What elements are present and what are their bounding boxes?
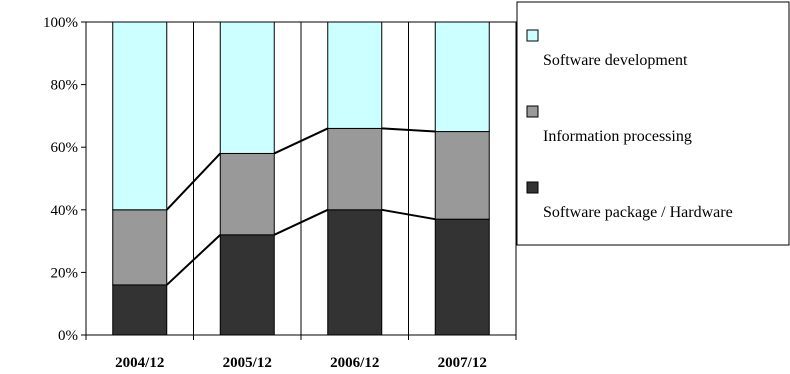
x-tick-label: 2007/12: [438, 355, 487, 371]
y-tick-label: 0%: [58, 328, 78, 344]
legend-label: Information processing: [543, 128, 692, 145]
bar-segment-software-development-2005-12: [219, 21, 275, 154]
legend-swatch: [526, 29, 539, 42]
legend-swatch: [526, 181, 539, 194]
bar-segment-information-processing-2006-12: [327, 127, 383, 211]
series-line: [166, 234, 221, 286]
series-line: [381, 208, 436, 221]
x-tick-label: 2005/12: [223, 355, 272, 371]
series-line: [273, 127, 329, 155]
legend-swatch: [526, 105, 539, 118]
bar-segment-information-processing-2004-12: [112, 209, 168, 286]
x-tick-label: 2006/12: [330, 355, 379, 371]
bar-segment-software-package-hardware-2005-12: [219, 234, 275, 336]
series-line: [166, 152, 221, 211]
bar-segment-software-development-2004-12: [112, 21, 168, 211]
bar-segment-information-processing-2005-12: [219, 152, 275, 236]
bar-segment-software-package-hardware-2006-12: [327, 209, 383, 336]
y-tick-label: 80%: [51, 78, 79, 94]
y-tick-label: 20%: [51, 265, 79, 281]
bar-segment-software-development-2006-12: [327, 21, 383, 129]
series-line: [381, 127, 436, 133]
y-tick-label: 40%: [51, 203, 79, 219]
y-tick-label: 100%: [43, 15, 78, 31]
x-tick-label: 2004/12: [115, 355, 164, 371]
series-line: [273, 208, 329, 236]
legend-label: Software development: [543, 52, 688, 69]
bar-segment-software-development-2007-12: [434, 21, 490, 133]
legend-label: Software package / Hardware: [543, 204, 733, 221]
legend-box: [516, 1, 790, 246]
bar-segment-software-package-hardware-2004-12: [112, 284, 168, 336]
bar-segment-software-package-hardware-2007-12: [434, 218, 490, 336]
bar-segment-information-processing-2007-12: [434, 131, 490, 220]
y-tick-label: 60%: [51, 140, 79, 156]
